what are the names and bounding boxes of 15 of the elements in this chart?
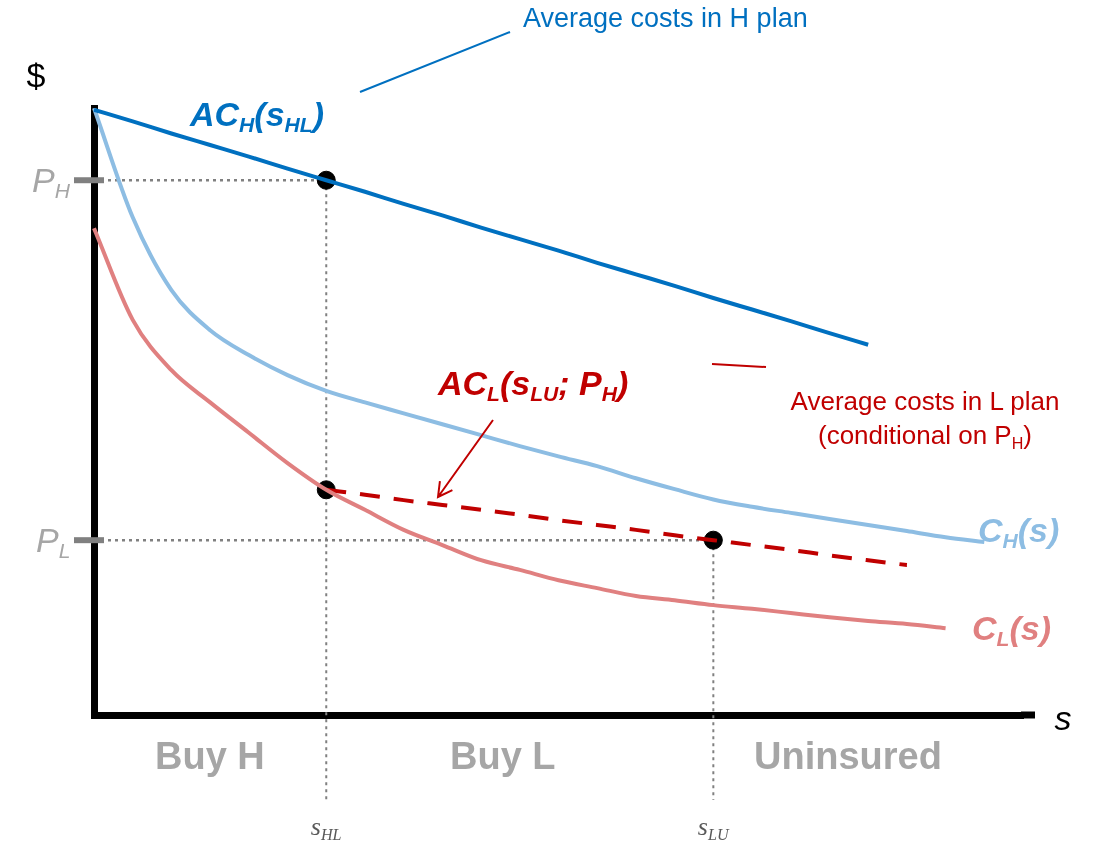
y-axis-title: $ <box>26 55 46 94</box>
ref-line-label: P$_{H}$ <box>32 160 70 203</box>
x-tick-label: s$_{HL}$ <box>310 811 342 843</box>
text: Uninsured <box>754 735 942 778</box>
series-label: AC$_{H}$(s$_{HL}$) <box>190 95 325 137</box>
annotation: Average costs in L plan (conditional on P$_{H}$) <box>789 385 1061 453</box>
text: Buy H <box>155 735 265 778</box>
ref-line-label: P$_{L}$ <box>36 520 71 562</box>
x-axis-title: s <box>1054 698 1072 737</box>
text: Buy L <box>450 735 556 778</box>
text: AC$_{L}$(s$_{LU}$; P$_{H}$) <box>438 364 629 406</box>
text: Average costs in H plan <box>523 3 808 34</box>
x-tick-label: s$_{LU}$ <box>697 811 729 843</box>
series-label: C$_{H}$(s) <box>978 511 1060 553</box>
series-label: C$_{L}$(s) <box>972 609 1052 651</box>
